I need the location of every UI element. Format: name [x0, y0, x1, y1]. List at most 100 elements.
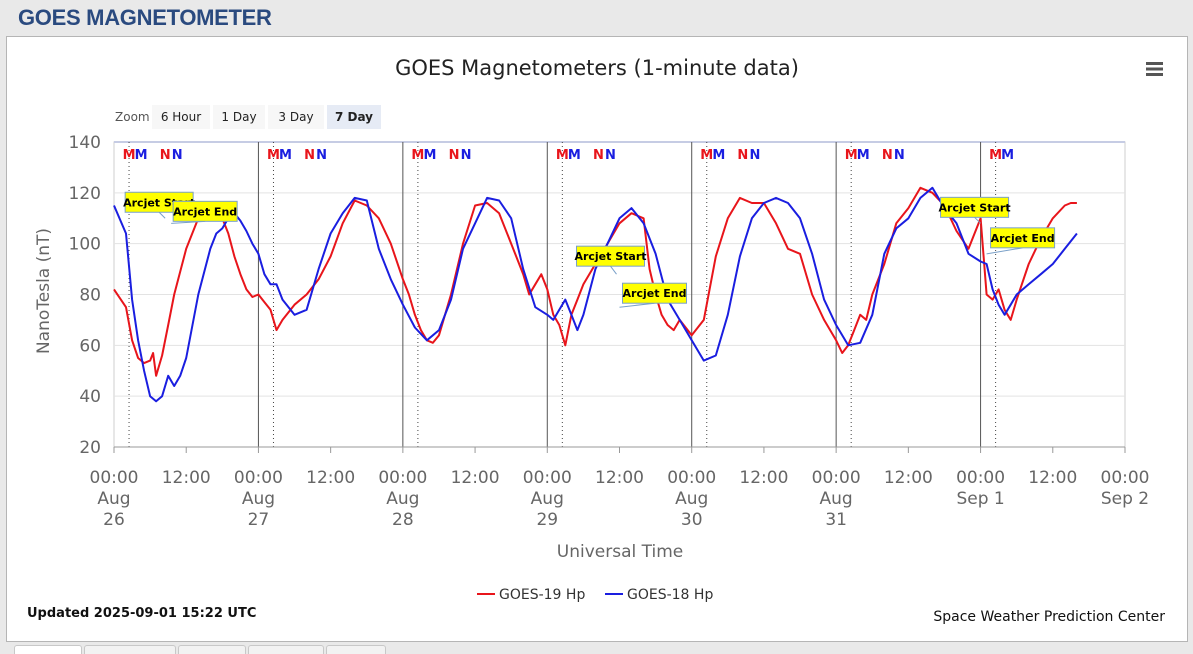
y-tick-label: 100: [69, 235, 101, 255]
x-tick-label: 00:00: [523, 468, 572, 488]
x-tick-label: Aug: [531, 489, 564, 509]
y-tick-label: 140: [69, 133, 101, 153]
x-tick-label: 00:00: [234, 468, 283, 488]
annotation-label: Arcjet End: [173, 205, 237, 218]
bottom-tab[interactable]: [84, 645, 176, 654]
annotation-box: [940, 196, 1010, 218]
arcjet-annotation: Arcjet End: [171, 200, 238, 224]
chart-legend: GOES-19 Hp GOES-18 Hp: [477, 587, 713, 603]
legend-label: GOES-19 Hp: [499, 587, 585, 603]
annotation-label: Arcjet End: [623, 287, 687, 300]
annotation-leader: [158, 211, 166, 219]
zoom-button-7-day[interactable]: 7 Day: [327, 105, 381, 129]
event-marker: M: [989, 148, 1002, 163]
hamburger-menu-icon[interactable]: [1146, 62, 1163, 76]
x-axis-label: Universal Time: [557, 542, 683, 562]
annotation-leader: [974, 216, 981, 224]
annotation-label: Arcjet Start: [939, 201, 1011, 214]
bottom-tab[interactable]: [14, 645, 82, 654]
y-tick-label: 120: [69, 184, 101, 204]
x-tick-label: 29: [536, 510, 558, 530]
x-tick-label: 12:00: [595, 468, 644, 488]
zoom-button-1-day[interactable]: 1 Day: [213, 105, 265, 129]
zoom-button-label[interactable]: 1 Day: [221, 110, 256, 124]
event-marker: N: [737, 148, 748, 163]
event-marker: N: [461, 148, 472, 163]
event-marker: M: [556, 148, 569, 163]
chart-title: GOES Magnetometers (1-minute data): [395, 56, 799, 80]
event-marker: M: [857, 148, 870, 163]
event-marker: M: [411, 148, 424, 163]
legend-item[interactable]: GOES-18 Hp: [605, 587, 713, 603]
zoom-button-bg[interactable]: [268, 105, 324, 129]
x-tick-label: 26: [103, 510, 125, 530]
updated-timestamp: Updated 2025-09-01 15:22 UTC: [27, 606, 256, 621]
event-marker: N: [605, 148, 616, 163]
x-tick-label: 27: [248, 510, 270, 530]
event-marker: N: [593, 148, 604, 163]
event-marker: M: [279, 148, 292, 163]
zoom-button-bg[interactable]: [152, 105, 210, 129]
event-marker: N: [882, 148, 893, 163]
event-marker: N: [304, 148, 315, 163]
x-tick-label: Aug: [97, 489, 130, 509]
zoom-button-6-hour[interactable]: 6 Hour: [152, 105, 210, 129]
event-marker: M: [845, 148, 858, 163]
arcjet-annotation: Arcjet End: [619, 282, 687, 308]
x-tick-label: Aug: [242, 489, 275, 509]
bottom-tab[interactable]: [178, 645, 246, 654]
zoom-button-bg[interactable]: [327, 105, 381, 129]
zoom-button-bg[interactable]: [213, 105, 265, 129]
x-tick-label: 12:00: [1028, 468, 1077, 488]
credit-text: Space Weather Prediction Center: [933, 609, 1165, 625]
zoom-button-label[interactable]: 7 Day: [335, 110, 373, 124]
annotation-box: [575, 245, 645, 267]
annotation-label: Arcjet End: [991, 232, 1055, 245]
x-tick-label: 00:00: [956, 468, 1005, 488]
x-tick-label: 00:00: [90, 468, 139, 488]
event-marker: N: [160, 148, 171, 163]
legend-label: GOES-18 Hp: [627, 587, 713, 603]
x-tick-label: Sep 1: [956, 489, 1004, 509]
annotation-leader: [610, 265, 617, 275]
annotation-leader: [986, 247, 1023, 255]
event-marker: M: [712, 148, 725, 163]
x-tick-label: 00:00: [812, 468, 861, 488]
x-tick-label: 12:00: [739, 468, 788, 488]
y-axis-label: NanoTesla (nT): [34, 228, 54, 354]
arcjet-annotation: Arcjet End: [986, 227, 1056, 255]
x-tick-label: Aug: [820, 489, 853, 509]
x-tick-label: 00:00: [378, 468, 427, 488]
annotation-box: [172, 200, 238, 222]
x-tick-label: 12:00: [306, 468, 355, 488]
x-tick-label: 30: [681, 510, 703, 530]
arcjet-annotation: Arcjet Start: [939, 196, 1011, 224]
goes-19-hp-line: [113, 186, 1077, 377]
event-marker: M: [423, 148, 436, 163]
y-tick-label: 40: [79, 387, 101, 407]
magnetometer-chart: GOES Magnetometers (1-minute data) Zoom …: [27, 56, 1165, 625]
zoom-button-label[interactable]: 3 Day: [278, 110, 313, 124]
event-marker: N: [894, 148, 905, 163]
annotation-leader: [619, 302, 655, 308]
page-title: GOES MAGNETOMETER: [18, 5, 272, 30]
annotation-box: [990, 227, 1056, 249]
zoom-button-3-day[interactable]: 3 Day: [268, 105, 324, 129]
x-tick-label: 28: [392, 510, 414, 530]
event-marker: M: [568, 148, 581, 163]
event-marker: N: [449, 148, 460, 163]
bottom-tab[interactable]: [326, 645, 386, 654]
legend-item[interactable]: GOES-19 Hp: [477, 587, 585, 603]
chart-panel: GOES Magnetometers (1-minute data) Zoom …: [6, 36, 1188, 642]
arcjet-annotation: Arcjet Start: [574, 245, 647, 275]
x-tick-label: Aug: [386, 489, 419, 509]
x-tick-label: 12:00: [451, 468, 500, 488]
x-tick-label: 31: [825, 510, 847, 530]
event-marker: N: [172, 148, 183, 163]
event-marker: M: [267, 148, 280, 163]
annotation-box: [622, 282, 687, 304]
x-tick-label: 12:00: [162, 468, 211, 488]
zoom-button-label[interactable]: 6 Hour: [161, 110, 201, 124]
event-marker: M: [123, 148, 136, 163]
bottom-tab[interactable]: [248, 645, 324, 654]
